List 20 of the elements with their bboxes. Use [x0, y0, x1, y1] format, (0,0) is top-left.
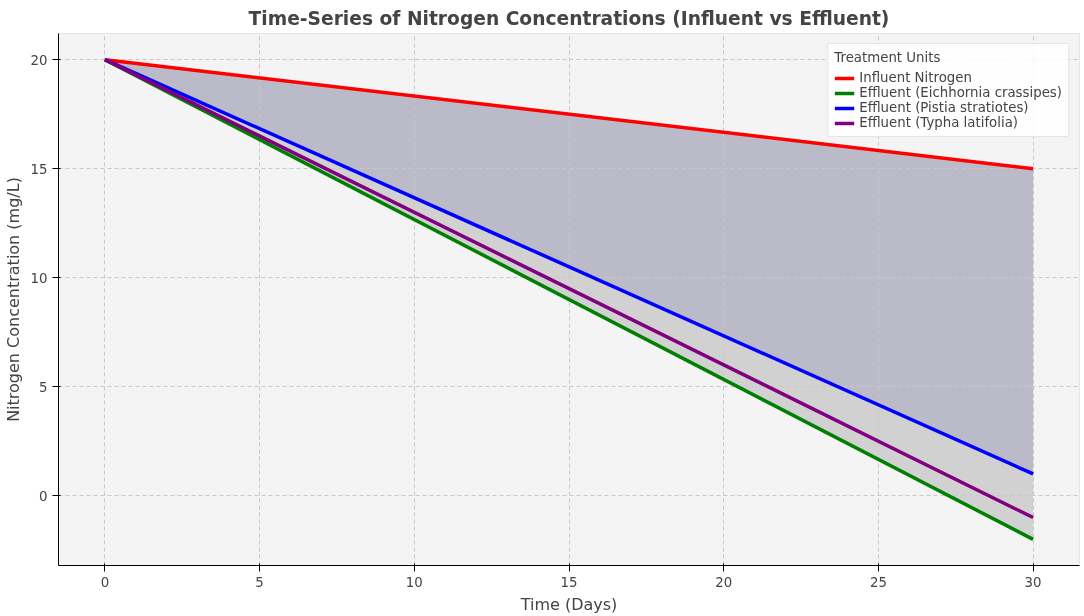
x-tick-label: 25: [869, 574, 887, 590]
y-tick-label: 10: [30, 270, 48, 286]
y-axis-title: Nitrogen Concentration (mg/L): [3, 177, 23, 422]
legend-label: Effluent (Eichhornia crassipes): [859, 85, 1062, 100]
legend-label: Influent Nitrogen: [859, 70, 972, 85]
legend-label: Effluent (Typha latifolia): [859, 115, 1019, 130]
x-axis-title: Time (Days): [519, 594, 618, 614]
x-tick-label: 5: [255, 574, 264, 590]
x-tick-label: 0: [100, 574, 110, 590]
x-tick-label: 10: [405, 574, 423, 590]
x-tick-label: 15: [560, 574, 578, 590]
y-tick-label: 15: [30, 161, 48, 177]
y-tick-label: 5: [39, 379, 48, 395]
x-tick-label: 20: [715, 574, 733, 590]
legend-label: Effluent (Pistia stratiotes): [859, 100, 1029, 115]
y-tick-label: 20: [30, 52, 48, 68]
legend-title: Treatment Units: [834, 50, 942, 65]
x-tick-label: 30: [1024, 574, 1042, 590]
chart-title: Time-Series of Nitrogen Concentrations (Influent vs Effluent): [248, 7, 890, 29]
y-tick-label: 0: [39, 488, 48, 504]
